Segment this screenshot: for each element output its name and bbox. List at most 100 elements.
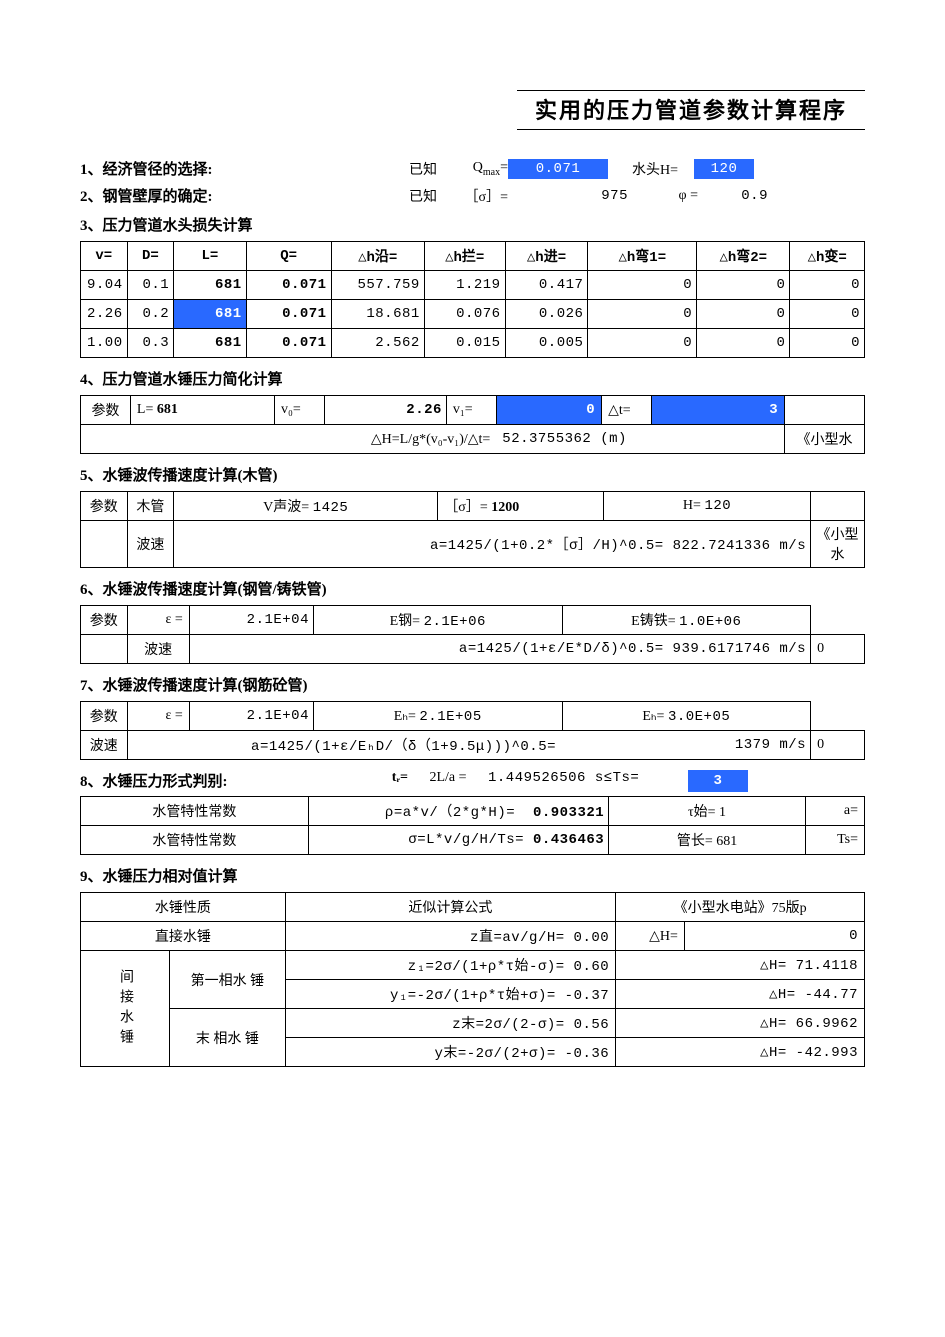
s3-col-dh4: △h弯1= [588, 242, 697, 271]
s4-L: L= 681 [130, 396, 274, 425]
s9-h2: 近似计算公式 [285, 893, 616, 922]
table-row: 水管特性常数 ρ=a*v/（2*g*H)= 0.903321 τ始= 1 a= [81, 797, 865, 826]
cell-highlight[interactable]: 681 [174, 300, 246, 329]
cell: 0 [790, 271, 865, 300]
cell: 0.2 [127, 300, 174, 329]
blank [811, 702, 865, 731]
s3-col-q: Q= [246, 242, 331, 271]
s4-formula: △H=L/g*(v₀-v₁)/△t= [81, 425, 497, 454]
s8-r1-lbl: 水管特性常数 [81, 797, 309, 826]
s2-sigma-label: ［σ］= [448, 186, 508, 206]
table-row: 波速 a=1425/(1+ε/EₕD/（δ（1+9.5μ)))^0.5= 137… [81, 731, 865, 760]
s2-head: 2、钢管壁厚的确定: [80, 185, 380, 206]
s7-Eh2: Eₕ= 3.0E+05 [562, 702, 811, 731]
table-row: △H=L/g*(v₀-v₁)/△t= 52.3755362 (m) 《小型水 [81, 425, 865, 454]
s9-direct-f: z直=av/g/H= 0.00 [285, 922, 616, 951]
s2-phi-val: 0.9 [698, 188, 768, 204]
s9-pE-y: y末=-2σ/(2+σ)= -0.36 [285, 1038, 616, 1067]
s9-pE-y-dh: △H= -42.993 [616, 1038, 865, 1067]
cell: 1.00 [81, 329, 128, 358]
q-sub: max [483, 166, 500, 177]
s3-col-d: D= [127, 242, 174, 271]
cell: 0 [588, 300, 697, 329]
s4-dt-val[interactable]: 3 [652, 396, 785, 425]
s1-known: 已知 [398, 159, 448, 179]
section-2-row: 2、钢管壁厚的确定: 已知 ［σ］= 975 φ = 0.9 [80, 185, 865, 206]
s7-table: 参数 ε = 2.1E+04 Eₕ= 2.1E+05 Eₕ= 3.0E+05 波… [80, 701, 865, 760]
s6-formula: a=1425/(1+ε/E*D/δ)^0.5= 939.6171746 m/s [189, 635, 810, 664]
s5-vs: V声波= 1425 [174, 492, 438, 521]
s8-r1-a: a= [805, 797, 864, 826]
table-row: 1.00 0.3 681 0.071 2.562 0.015 0.005 0 0… [81, 329, 865, 358]
s6-Eg: E钢= 2.1E+06 [313, 606, 562, 635]
s6-head: 6、水锤波传播速度计算(钢管/铸铁管) [80, 578, 865, 599]
s9-pE-z: z末=2σ/(2-σ)= 0.56 [285, 1009, 616, 1038]
s8-r1-tau: τ始= 1 [609, 797, 806, 826]
s1-h-value[interactable]: 120 [694, 159, 754, 179]
s3-table: v= D= L= Q= △h沿= △h拦= △h进= △h弯1= △h弯2= △… [80, 241, 865, 358]
s7-result: 1379 m/s [562, 731, 811, 760]
s4-result: 52.3755362 (m) [496, 425, 784, 454]
cell: 0.3 [127, 329, 174, 358]
cell: 557.759 [331, 271, 424, 300]
section-1-row: 1、经济管径的选择: 已知 Qmax= 0.071 水头H= 120 [80, 158, 865, 179]
s2-phi-label: φ = [628, 188, 698, 204]
s7-speed: 波速 [81, 731, 128, 760]
s8-head-row: 8、水锤压力形式判别: tᵣ= 2L/a = 1.449526506 s≤Ts=… [80, 770, 865, 792]
s9-phase1: 第一相水 锤 [170, 951, 286, 1009]
s3-col-v: v= [81, 242, 128, 271]
s5-type: 木管 [127, 492, 174, 521]
cell: 0 [697, 329, 790, 358]
s4-head: 4、压力管道水锤压力简化计算 [80, 368, 865, 389]
cell: 0.1 [127, 271, 174, 300]
table-row: 参数 木管 V声波= 1425 ［σ］= 1200 H= 120 [81, 492, 865, 521]
cell: 681 [174, 271, 246, 300]
s9-pE-z-dh: △H= 66.9962 [616, 1009, 865, 1038]
cell: 2.562 [331, 329, 424, 358]
s1-q-value[interactable]: 0.071 [508, 159, 608, 179]
table-row: 末 相水 锤 z末=2σ/(2-σ)= 0.56 △H= 66.9962 [81, 1009, 865, 1038]
cell: 0.026 [505, 300, 588, 329]
cell: 0 [588, 271, 697, 300]
table-row: 直接水锤 z直=av/g/H= 0.00 △H= 0 [81, 922, 865, 951]
s7-formula: a=1425/(1+ε/EₕD/（δ（1+9.5μ)))^0.5= [127, 731, 562, 760]
s8-tr-eq: 2L/a = [408, 770, 488, 792]
s2-sigma-val: 975 [508, 188, 628, 204]
s9-p1-y-dh: △H= -44.77 [616, 980, 865, 1009]
table-row: 间接水锤 第一相水 锤 z₁=2σ/(1+ρ*τ始-σ)= 0.60 △H= 7… [81, 951, 865, 980]
s3-col-dh6: △h变= [790, 242, 865, 271]
s1-h-label: 水头H= [608, 159, 678, 179]
s8-ts-val[interactable]: 3 [688, 770, 748, 792]
s3-col-l: L= [174, 242, 246, 271]
s6-extra: 0 [811, 635, 865, 664]
s3-col-dh5: △h弯2= [697, 242, 790, 271]
s9-p1-y: y₁=-2σ/(1+ρ*τ始+σ)= -0.37 [285, 980, 616, 1009]
page-title: 实用的压力管道参数计算程序 [517, 90, 865, 130]
s3-col-dh2: △h拦= [424, 242, 505, 271]
s4-v1-val[interactable]: 0 [496, 396, 601, 425]
s8-r1-f: ρ=a*v/（2*g*H)= 0.903321 [308, 797, 608, 826]
s4-ref: 《小型水 [785, 425, 865, 454]
s8-table: 水管特性常数 ρ=a*v/（2*g*H)= 0.903321 τ始= 1 a= … [80, 796, 865, 855]
cell: 2.26 [81, 300, 128, 329]
s4-v0-val: 2.26 [324, 396, 446, 425]
cell: 0 [697, 271, 790, 300]
s8-r2-L: 管长= 681 [609, 826, 806, 855]
cell: 0 [790, 329, 865, 358]
s9-phaseE: 末 相水 锤 [170, 1009, 286, 1067]
s8-r2-f: σ=L*v/g/H/Ts= 0.436463 [308, 826, 608, 855]
s1-q-label: Qmax= [448, 160, 508, 178]
s5-head: 5、水锤波传播速度计算(木管) [80, 464, 865, 485]
s1-head: 1、经济管径的选择: [80, 158, 380, 179]
s5-param: 参数 [81, 492, 128, 521]
s8-tr-lbl: tᵣ= [358, 770, 408, 792]
s4-dt-lbl: △t= [602, 396, 652, 425]
cell: 0.071 [246, 271, 331, 300]
s9-h1: 水锤性质 [81, 893, 286, 922]
s5-formula: a=1425/(1+0.2*［σ］/H)^0.5= 822.7241336 m/… [174, 521, 811, 568]
blank [811, 492, 865, 521]
s9-direct-dh-lbl: △H= [616, 922, 685, 951]
s7-eps-val: 2.1E+04 [189, 702, 313, 731]
s2-known: 已知 [398, 186, 448, 206]
blank [81, 521, 128, 568]
